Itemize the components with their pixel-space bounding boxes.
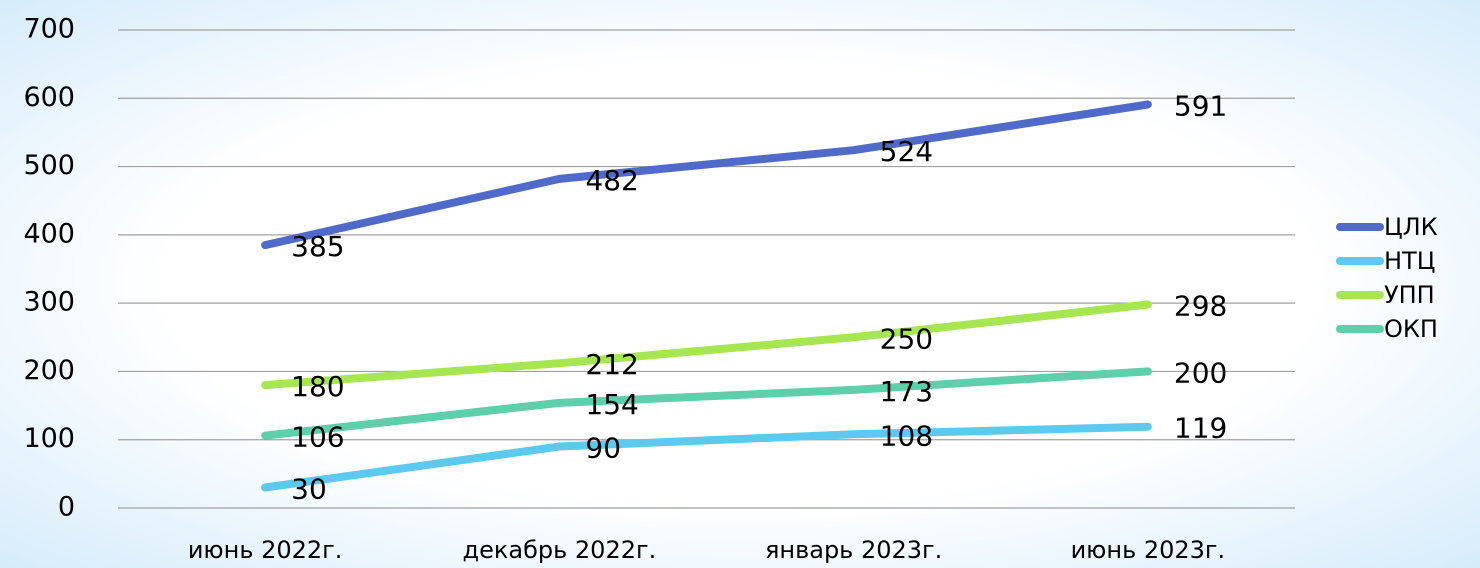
x-tick-label: декабрь 2022г. bbox=[463, 536, 657, 564]
data-label: 154 bbox=[585, 388, 638, 421]
data-label: 200 bbox=[1174, 356, 1227, 389]
series-line bbox=[261, 300, 1152, 390]
series-line bbox=[261, 367, 1152, 440]
legend-label: НТЦ bbox=[1384, 247, 1435, 275]
y-tick-label: 200 bbox=[23, 355, 75, 386]
data-label: 108 bbox=[880, 419, 933, 452]
series-line bbox=[261, 100, 1152, 250]
y-tick-label: 0 bbox=[58, 492, 75, 523]
y-tick-label: 100 bbox=[23, 423, 75, 454]
data-label: 250 bbox=[880, 322, 933, 355]
data-label: 212 bbox=[585, 348, 638, 381]
data-label: 30 bbox=[291, 473, 327, 506]
legend-label: ОКП bbox=[1384, 315, 1438, 343]
data-label: 524 bbox=[880, 135, 933, 168]
data-label: 119 bbox=[1174, 412, 1227, 445]
data-label: 385 bbox=[291, 230, 344, 263]
legend-label: УПП bbox=[1384, 281, 1435, 309]
x-tick-label: январь 2023г. bbox=[765, 536, 942, 564]
data-label: 180 bbox=[291, 370, 344, 403]
data-label: 106 bbox=[291, 421, 344, 454]
data-label: 90 bbox=[585, 432, 621, 465]
data-label: 298 bbox=[1174, 290, 1227, 323]
y-tick-label: 300 bbox=[23, 287, 75, 318]
y-tick-label: 700 bbox=[23, 14, 75, 45]
legend-label: ЦЛК bbox=[1384, 213, 1438, 241]
y-tick-label: 400 bbox=[23, 218, 75, 249]
series-line bbox=[261, 422, 1152, 492]
data-label: 482 bbox=[585, 164, 638, 197]
y-tick-label: 600 bbox=[23, 82, 75, 113]
x-tick-label: июнь 2022г. bbox=[188, 536, 343, 564]
x-tick-label: июнь 2023г. bbox=[1071, 536, 1226, 564]
data-label: 591 bbox=[1174, 89, 1227, 122]
data-label: 173 bbox=[880, 375, 933, 408]
y-tick-label: 500 bbox=[23, 150, 75, 181]
